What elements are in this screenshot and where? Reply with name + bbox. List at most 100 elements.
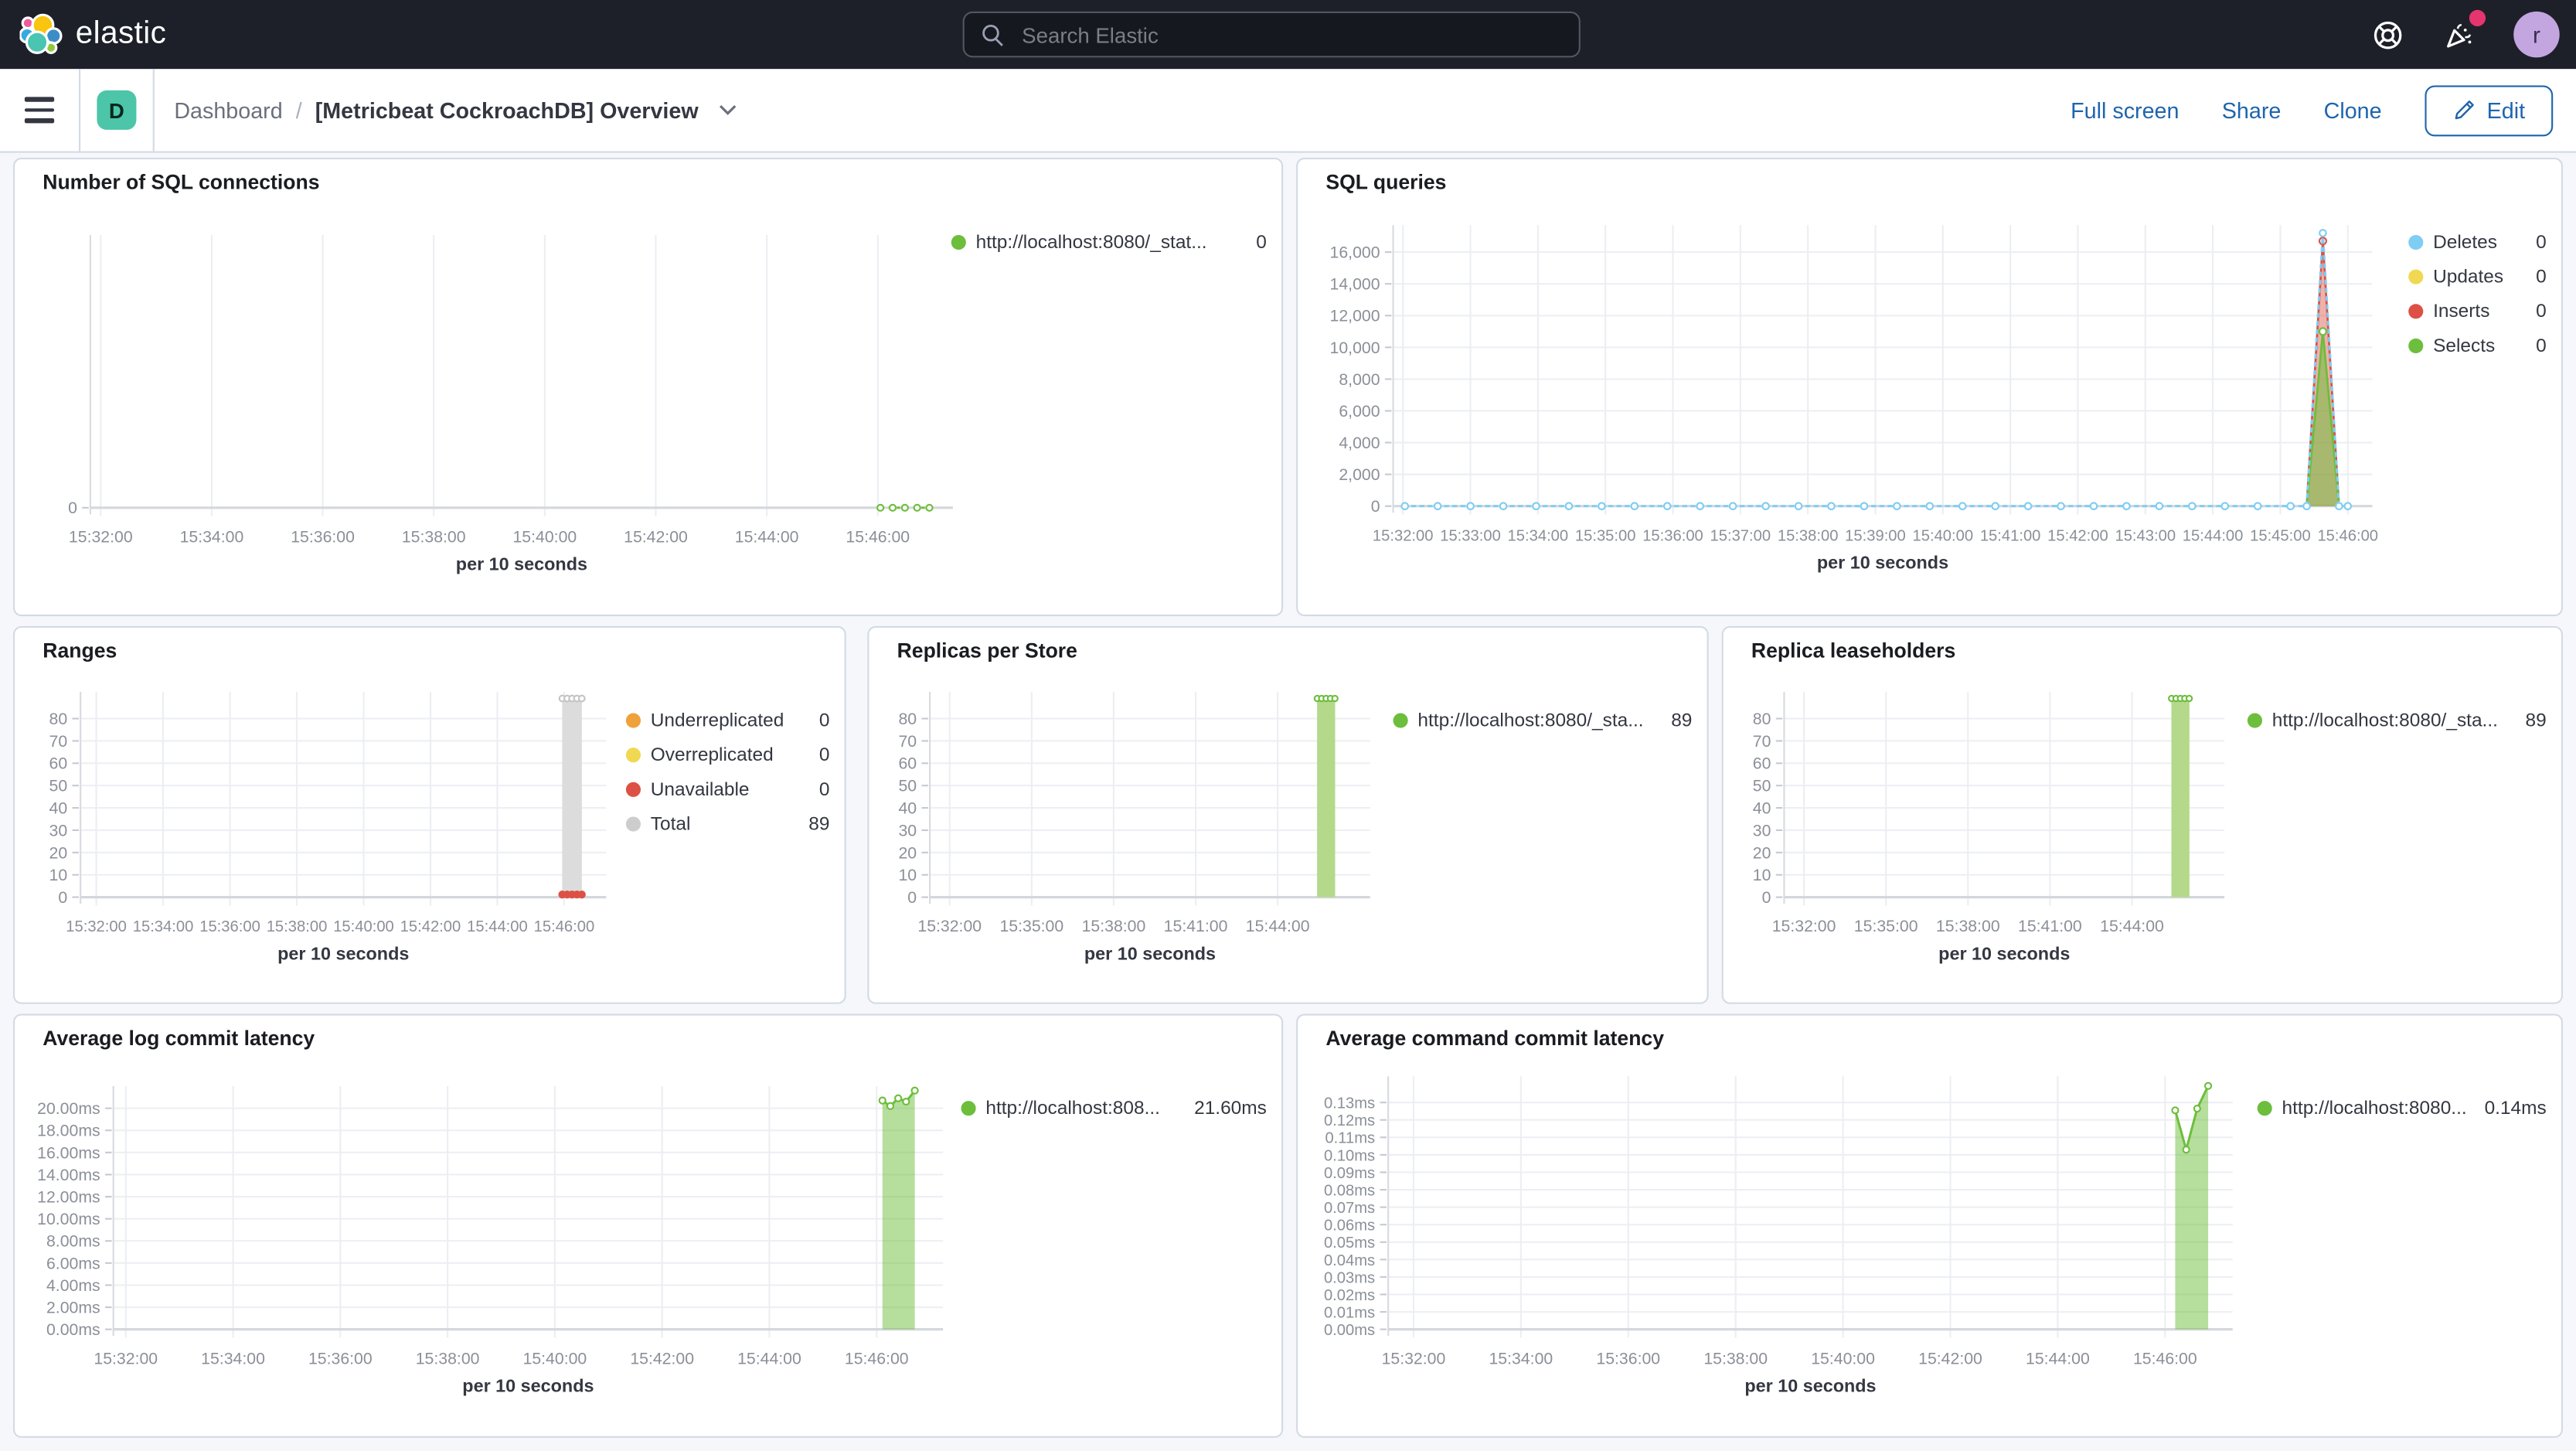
panel-title[interactable]: Replicas per Store <box>897 639 1077 662</box>
legend-item[interactable]: Unavailable 0 <box>625 772 829 807</box>
svg-text:15:38:00: 15:38:00 <box>1936 917 2000 935</box>
svg-text:0: 0 <box>907 888 917 907</box>
chart-sql-queries[interactable]: 16,000 14,000 12,000 10,000 8,000 6,000 4,000 2… <box>1298 159 2561 615</box>
legend-dot <box>625 713 641 728</box>
svg-text:0: 0 <box>1371 497 1380 516</box>
svg-text:20: 20 <box>1753 843 1771 862</box>
svg-text:10.00ms: 10.00ms <box>37 1210 100 1228</box>
legend-label: Underreplicated <box>650 710 784 731</box>
edit-button[interactable]: Edit <box>2424 84 2554 136</box>
chart-replicas-per-store[interactable]: 80 70 60 50 40 30 20 10 0 15:32:00 15:35:00 15:38:0… <box>869 628 1707 1003</box>
svg-text:2,000: 2,000 <box>1339 465 1380 484</box>
legend-label: Deletes <box>2433 232 2497 253</box>
legend-dot <box>2257 1101 2272 1116</box>
full-screen-button[interactable]: Full screen <box>2071 97 2180 123</box>
panel-title[interactable]: SQL queries <box>1325 171 1447 194</box>
svg-text:16,000: 16,000 <box>1330 244 1380 262</box>
chart-replica-leaseholders[interactable]: 80 70 60 50 40 30 20 10 0 15:32:00 15:35:00 15:38:0… <box>1724 628 2561 1003</box>
legend-value: 0 <box>2536 232 2547 253</box>
panel-title[interactable]: Average command commit latency <box>1325 1027 1664 1051</box>
svg-text:0: 0 <box>58 888 67 907</box>
chart-legend: http://localhost:808... 21.60ms <box>961 1091 1267 1126</box>
legend-item[interactable]: Inserts 0 <box>2408 294 2547 329</box>
legend-dot <box>625 782 641 797</box>
legend-item[interactable]: http://localhost:8080/_sta... 89 <box>1393 703 1693 738</box>
legend-item[interactable]: Deletes 0 <box>2408 225 2547 260</box>
legend-item[interactable]: Underreplicated 0 <box>625 703 829 738</box>
legend-item[interactable]: Updates 0 <box>2408 260 2547 295</box>
chart-avg-log-commit-latency[interactable]: 20.00ms 18.00ms 16.00ms 14.00ms 12.00ms 10.00… <box>15 1016 1281 1436</box>
svg-text:15:44:00: 15:44:00 <box>2100 917 2164 935</box>
svg-text:6.00ms: 6.00ms <box>46 1254 100 1272</box>
legend-item[interactable]: Total 89 <box>625 807 829 842</box>
menu-icon[interactable] <box>0 69 79 151</box>
svg-text:per 10 seconds: per 10 seconds <box>1938 943 2070 963</box>
legend-item[interactable]: Selects 0 <box>2408 329 2547 363</box>
svg-text:15:40:00: 15:40:00 <box>333 918 394 935</box>
panel-avg-command-commit-latency: Average command commit latency 0.13ms 0.1… <box>1296 1013 2563 1438</box>
legend-label: Overreplicated <box>650 744 774 765</box>
svg-text:15:44:00: 15:44:00 <box>2183 527 2244 544</box>
svg-text:16.00ms: 16.00ms <box>37 1143 100 1162</box>
legend-item[interactable]: http://localhost:808... 21.60ms <box>961 1091 1267 1126</box>
panel-title[interactable]: Average log commit latency <box>43 1027 315 1051</box>
svg-text:0.00ms: 0.00ms <box>1324 1322 1375 1339</box>
legend-value: 0 <box>2536 301 2547 322</box>
svg-text:15:32:00: 15:32:00 <box>94 1349 158 1368</box>
svg-text:15:40:00: 15:40:00 <box>513 527 577 546</box>
share-button[interactable]: Share <box>2221 97 2282 123</box>
svg-text:15:32:00: 15:32:00 <box>1772 917 1836 935</box>
space-badge[interactable]: D <box>97 90 137 130</box>
svg-text:4,000: 4,000 <box>1339 434 1380 452</box>
legend-item[interactable]: http://localhost:8080/_stat... 0 <box>951 225 1267 260</box>
panel-title[interactable]: Number of SQL connections <box>43 171 320 194</box>
svg-text:20.00ms: 20.00ms <box>37 1099 100 1118</box>
svg-text:15:38:00: 15:38:00 <box>402 527 466 546</box>
news-icon[interactable] <box>2442 9 2486 53</box>
chart-ranges[interactable]: 80 70 60 50 40 30 20 10 0 15:32:00 15:34:00 15:36:0… <box>15 628 844 1003</box>
svg-text:15:41:00: 15:41:00 <box>1164 917 1228 935</box>
svg-text:15:34:00: 15:34:00 <box>1489 1349 1553 1368</box>
svg-text:0.04ms: 0.04ms <box>1324 1252 1375 1269</box>
chart-avg-command-commit-latency[interactable]: 0.13ms 0.12ms 0.11ms 0.10ms 0.09ms 0.08ms 0.07… <box>1298 1016 2561 1436</box>
svg-text:15:44:00: 15:44:00 <box>737 1349 801 1368</box>
user-avatar[interactable]: r <box>2513 11 2560 58</box>
breadcrumb-separator: / <box>295 97 302 123</box>
panel-title[interactable]: Ranges <box>43 639 117 662</box>
svg-text:15:40:00: 15:40:00 <box>1811 1349 1875 1368</box>
svg-text:2.00ms: 2.00ms <box>46 1298 100 1316</box>
chevron-down-icon[interactable] <box>718 104 738 117</box>
breadcrumb-dashboard-link[interactable]: Dashboard <box>174 97 283 123</box>
svg-text:0.13ms: 0.13ms <box>1324 1095 1375 1112</box>
svg-text:40: 40 <box>1753 799 1771 818</box>
svg-text:15:45:00: 15:45:00 <box>2250 527 2311 544</box>
legend-item[interactable]: http://localhost:8080/_sta... 89 <box>2247 703 2547 738</box>
chart-sql-connections[interactable]: 0 15:32:00 15:34:00 15:36:00 15:38:00 15:40:0… <box>15 159 1281 615</box>
help-icon[interactable] <box>2369 16 2405 53</box>
clone-button[interactable]: Clone <box>2323 97 2382 123</box>
svg-text:60: 60 <box>898 754 917 773</box>
panel-title[interactable]: Replica leaseholders <box>1751 639 1956 662</box>
svg-text:8.00ms: 8.00ms <box>46 1232 100 1251</box>
svg-text:80: 80 <box>898 710 917 728</box>
svg-text:per 10 seconds: per 10 seconds <box>1084 943 1216 963</box>
svg-text:60: 60 <box>49 754 68 773</box>
legend-value: 89 <box>1671 710 1693 731</box>
svg-text:10: 10 <box>1753 866 1771 884</box>
chart-legend: Underreplicated 0 Overreplicated 0 Unavailab… <box>625 703 829 842</box>
search-input[interactable] <box>1018 20 1563 49</box>
panel-sql-queries: SQL queries 16,000 14,000 12,000 10,000 8,00… <box>1296 158 2563 617</box>
global-search[interactable] <box>962 11 1581 58</box>
legend-dot <box>2408 304 2424 319</box>
legend-item[interactable]: Overreplicated 0 <box>625 737 829 772</box>
toolbar-actions: Full screen Share Clone Edit <box>2071 84 2576 136</box>
svg-text:15:41:00: 15:41:00 <box>1980 527 2041 544</box>
legend-item[interactable]: http://localhost:8080... 0.14ms <box>2257 1091 2547 1126</box>
svg-text:15:40:00: 15:40:00 <box>523 1349 587 1368</box>
dashboard-title[interactable]: [Metricbeat CockroachDB] Overview <box>315 97 699 123</box>
svg-text:15:32:00: 15:32:00 <box>1382 1349 1446 1368</box>
svg-text:15:35:00: 15:35:00 <box>1575 527 1636 544</box>
elastic-logo-icon[interactable] <box>19 13 63 56</box>
svg-text:15:38:00: 15:38:00 <box>1778 527 1839 544</box>
